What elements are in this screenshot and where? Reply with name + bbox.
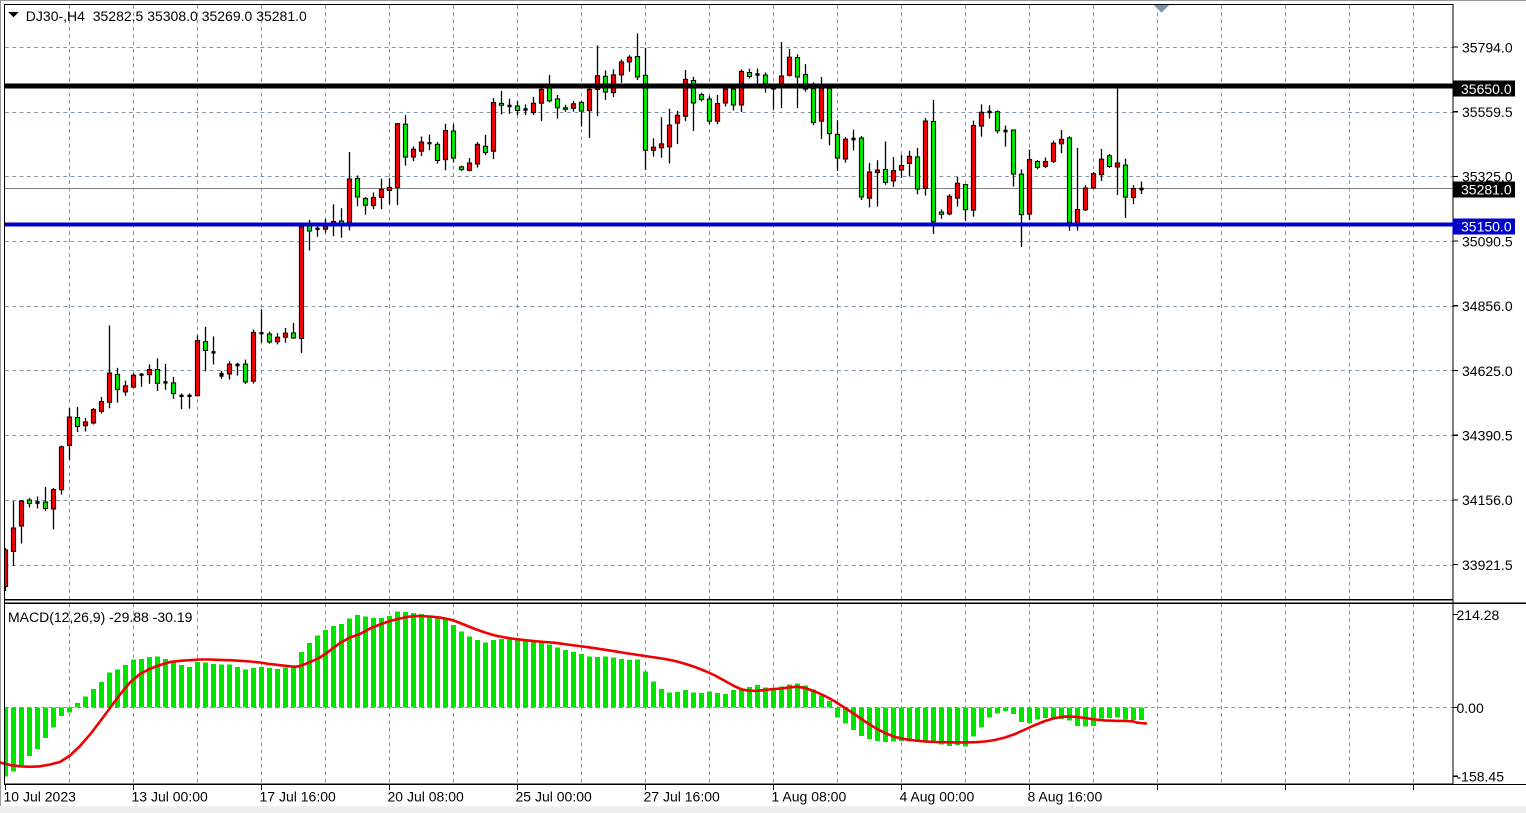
svg-text:25 Jul 00:00: 25 Jul 00:00 <box>516 789 592 805</box>
svg-text:34625.0: 34625.0 <box>1462 363 1513 379</box>
svg-text:10 Jul 2023: 10 Jul 2023 <box>4 789 77 805</box>
svg-text:34390.5: 34390.5 <box>1462 428 1513 444</box>
svg-text:35559.5: 35559.5 <box>1462 104 1513 120</box>
svg-text:35090.5: 35090.5 <box>1462 233 1513 249</box>
svg-text:35794.0: 35794.0 <box>1462 39 1513 55</box>
svg-text:DJ30-,H4 35282.5 35308.0 3526: DJ30-,H4 35282.5 35308.0 35269.0 35281.0 <box>26 8 307 24</box>
svg-text:4 Aug 00:00: 4 Aug 00:00 <box>900 789 975 805</box>
svg-text:8 Aug 16:00: 8 Aug 16:00 <box>1028 789 1103 805</box>
svg-text:33921.5: 33921.5 <box>1462 557 1513 573</box>
svg-text:35150.0: 35150.0 <box>1461 219 1512 235</box>
svg-text:1 Aug 08:00: 1 Aug 08:00 <box>772 789 847 805</box>
svg-text:35281.0: 35281.0 <box>1461 182 1512 198</box>
svg-text:27 Jul 16:00: 27 Jul 16:00 <box>644 789 720 805</box>
svg-text:35650.0: 35650.0 <box>1461 81 1512 97</box>
svg-text:13 Jul 00:00: 13 Jul 00:00 <box>132 789 208 805</box>
svg-text:20 Jul 08:00: 20 Jul 08:00 <box>388 789 464 805</box>
svg-text:35325.0: 35325.0 <box>1462 169 1513 185</box>
svg-text:34856.0: 34856.0 <box>1462 298 1513 314</box>
svg-text:17 Jul 16:00: 17 Jul 16:00 <box>260 789 336 805</box>
svg-text:-158.45: -158.45 <box>1457 769 1505 785</box>
svg-text:0.00: 0.00 <box>1457 700 1484 716</box>
svg-text:34156.0: 34156.0 <box>1462 492 1513 508</box>
svg-text:MACD(12,26,9) -29.88 -30.19: MACD(12,26,9) -29.88 -30.19 <box>8 609 193 625</box>
svg-text:214.28: 214.28 <box>1457 607 1500 623</box>
